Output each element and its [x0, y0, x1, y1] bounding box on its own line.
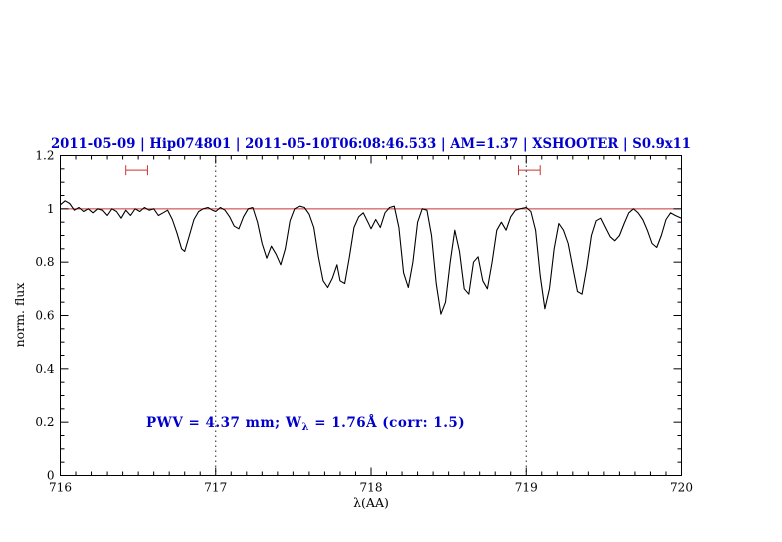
annotation-post: = 1.76Å (corr: 1.5) — [309, 415, 465, 431]
x-tick-label: 720 — [670, 481, 693, 495]
y-axis-label: norm. flux — [12, 283, 27, 348]
annotation-sub: λ — [302, 422, 310, 433]
plot-layers: 716 717 718 719 720 0 0.2 0.4 0.6 0.8 1 1.2 — [35, 149, 693, 495]
spectrum-line — [60, 200, 682, 315]
x-tick-label: 717 — [204, 481, 227, 495]
x-axis-label: λ(AA) — [353, 495, 389, 510]
plot-title: 2011-05-09 | Hip074801 | 2011-05-10T06:0… — [51, 136, 691, 152]
y-tick-label: 0.4 — [35, 362, 54, 376]
y-tick-label: 0.8 — [35, 255, 54, 269]
y-tick-label: 0 — [47, 469, 55, 483]
y-tick-label: 1 — [47, 202, 55, 216]
y-tick-label: 0.6 — [35, 309, 54, 323]
annotation-pre: PWV = 4.37 mm; W — [146, 415, 302, 431]
pwv-annotation: PWV = 4.37 mm; Wλ = 1.76Å (corr: 1.5) — [146, 415, 465, 433]
y-tick-label: 1.2 — [35, 149, 54, 163]
x-tick-label: 716 — [49, 481, 72, 495]
x-tick-label: 718 — [360, 481, 383, 495]
x-tick-label: 719 — [515, 481, 538, 495]
y-tick-label: 0.2 — [35, 415, 54, 429]
